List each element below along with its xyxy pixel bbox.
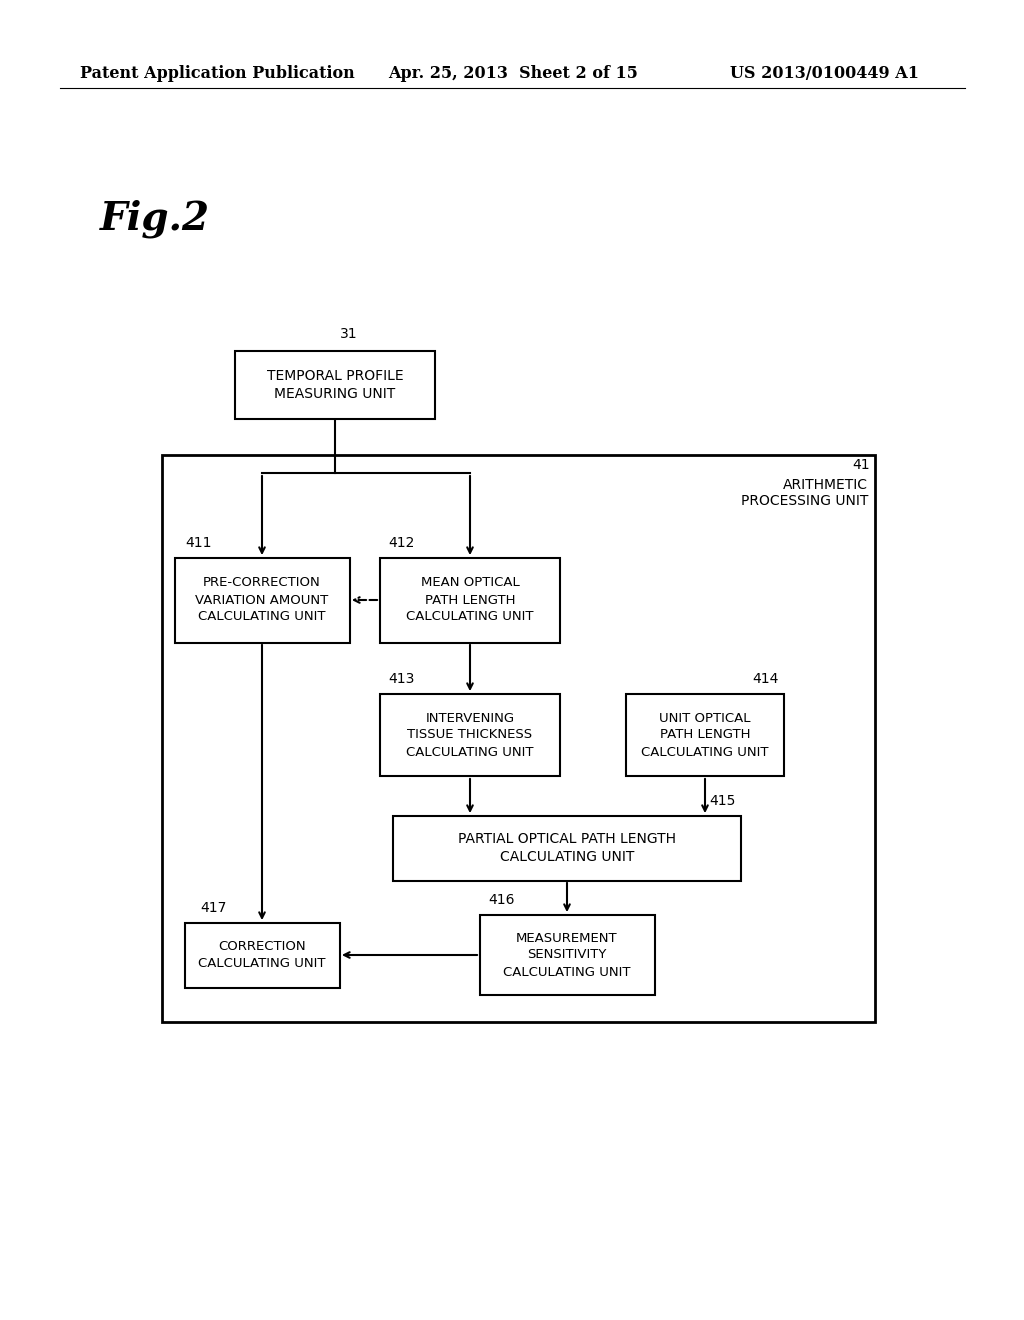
Text: MEASUREMENT
SENSITIVITY
CALCULATING UNIT: MEASUREMENT SENSITIVITY CALCULATING UNIT	[503, 932, 631, 978]
Bar	[174, 557, 349, 643]
Text: ARITHMETIC
PROCESSING UNIT: ARITHMETIC PROCESSING UNIT	[740, 478, 868, 508]
Text: UNIT OPTICAL
PATH LENGTH
CALCULATING UNIT: UNIT OPTICAL PATH LENGTH CALCULATING UNI…	[641, 711, 769, 759]
Text: 417: 417	[200, 902, 226, 915]
Text: US 2013/0100449 A1: US 2013/0100449 A1	[730, 65, 919, 82]
Text: INTERVENING
TISSUE THICKNESS
CALCULATING UNIT: INTERVENING TISSUE THICKNESS CALCULATING…	[407, 711, 534, 759]
Text: Fig.2: Fig.2	[100, 201, 210, 239]
Bar	[626, 694, 784, 776]
Bar	[479, 915, 654, 995]
Bar	[380, 694, 560, 776]
Text: 413: 413	[388, 672, 415, 686]
Text: PRE-CORRECTION
VARIATION AMOUNT
CALCULATING UNIT: PRE-CORRECTION VARIATION AMOUNT CALCULAT…	[196, 577, 329, 623]
Text: TEMPORAL PROFILE
MEASURING UNIT: TEMPORAL PROFILE MEASURING UNIT	[266, 368, 403, 401]
Text: 411: 411	[185, 536, 212, 550]
Bar	[380, 557, 560, 643]
Text: 414: 414	[753, 672, 779, 686]
Text: CORRECTION
CALCULATING UNIT: CORRECTION CALCULATING UNIT	[199, 940, 326, 970]
Text: 31: 31	[340, 327, 357, 341]
Bar	[184, 923, 340, 987]
Bar	[234, 351, 435, 418]
Bar	[162, 455, 874, 1022]
Text: 416: 416	[488, 894, 514, 907]
Text: 415: 415	[710, 795, 736, 808]
Text: Apr. 25, 2013  Sheet 2 of 15: Apr. 25, 2013 Sheet 2 of 15	[388, 65, 638, 82]
Text: MEAN OPTICAL
PATH LENGTH
CALCULATING UNIT: MEAN OPTICAL PATH LENGTH CALCULATING UNI…	[407, 577, 534, 623]
Text: Patent Application Publication: Patent Application Publication	[80, 65, 354, 82]
Text: 41: 41	[852, 458, 870, 473]
Bar	[393, 816, 741, 880]
Text: 412: 412	[388, 536, 415, 550]
Text: PARTIAL OPTICAL PATH LENGTH
CALCULATING UNIT: PARTIAL OPTICAL PATH LENGTH CALCULATING …	[458, 832, 676, 865]
